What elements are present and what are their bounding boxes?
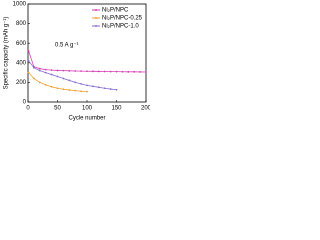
data-point	[86, 84, 88, 87]
data-point	[27, 50, 30, 52]
data-point	[92, 70, 94, 73]
legend-label: Ni₂P/NPC	[102, 8, 129, 14]
data-point	[109, 88, 112, 90]
data-point	[62, 69, 65, 72]
data-point	[80, 70, 82, 73]
series-line	[28, 60, 117, 91]
data-point	[127, 70, 130, 73]
data-point	[27, 71, 30, 74]
data-point	[115, 88, 118, 91]
annotation: 0.5 A g⁻¹	[55, 43, 79, 49]
data-point	[44, 83, 47, 86]
data-point	[38, 69, 41, 72]
data-point	[80, 82, 82, 85]
legend-label: Ni₂P/NPC-1.0	[102, 24, 139, 30]
x-tick-label: 200	[141, 106, 150, 112]
data-point	[62, 88, 65, 91]
data-point	[97, 86, 100, 89]
data-point	[62, 77, 65, 80]
data-point	[133, 70, 136, 73]
data-point	[109, 70, 112, 73]
data-point	[86, 90, 88, 93]
data-point	[68, 79, 71, 82]
series-line	[28, 50, 147, 73]
x-tick-label: 150	[111, 106, 122, 112]
data-point	[68, 89, 71, 91]
data-point	[145, 71, 147, 73]
data-point	[44, 71, 47, 74]
data-point	[139, 71, 142, 73]
x-tick-label: 0	[26, 106, 30, 112]
data-point	[103, 87, 106, 90]
legend-marker	[95, 9, 97, 11]
data-point	[56, 87, 59, 90]
chart: Specific capacity (mAh g⁻¹) Cycle number…	[4, 2, 152, 122]
legend-marker	[95, 25, 97, 27]
data-point	[74, 89, 77, 92]
y-tick-label: 0	[23, 100, 27, 106]
data-point	[97, 70, 100, 73]
data-point	[56, 69, 59, 72]
y-tick-label: 200	[16, 80, 27, 86]
data-point	[38, 81, 41, 84]
y-tick-label: 800	[16, 21, 27, 27]
data-point	[74, 70, 77, 72]
legend-label: Ni₂P/NPC-0.25	[102, 16, 143, 22]
data-point	[103, 70, 106, 73]
data-point	[68, 69, 71, 72]
data-point	[27, 59, 30, 62]
y-axis-label: Specific capacity (mAh g⁻¹)	[4, 17, 10, 90]
data-point	[38, 67, 41, 70]
x-tick-label: 100	[82, 106, 93, 112]
data-point	[33, 77, 35, 80]
y-tick-label: 1000	[13, 2, 27, 8]
page: Specific capacity (mAh g⁻¹) Cycle number…	[3, 1, 152, 122]
data-point	[92, 85, 94, 88]
data-point	[86, 70, 88, 73]
data-point	[80, 90, 82, 93]
x-tick-label: 50	[54, 106, 61, 112]
y-tick-label: 600	[16, 41, 27, 47]
data-point	[56, 75, 59, 78]
data-point	[33, 66, 35, 69]
data-point	[50, 73, 53, 76]
data-point	[50, 85, 53, 88]
y-tick-label: 400	[16, 60, 27, 66]
data-point	[44, 68, 47, 71]
x-axis-label: Cycle number	[68, 116, 105, 122]
data-point	[121, 70, 124, 73]
data-point	[74, 81, 77, 84]
data-point	[50, 69, 53, 72]
data-point	[115, 70, 118, 73]
legend-marker	[95, 17, 97, 19]
